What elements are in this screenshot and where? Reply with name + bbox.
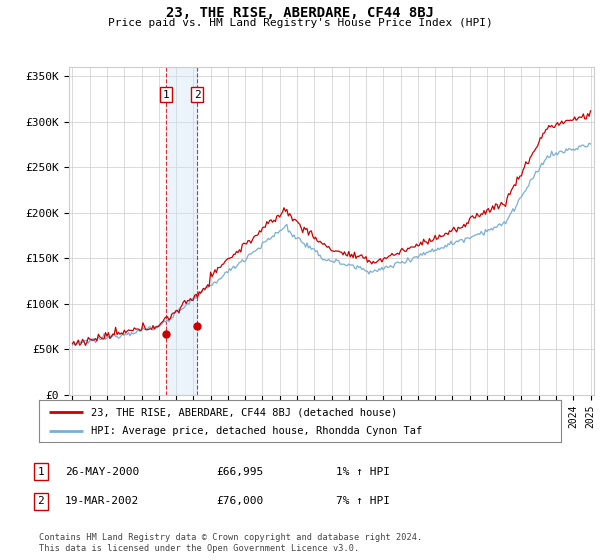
Text: Price paid vs. HM Land Registry's House Price Index (HPI): Price paid vs. HM Land Registry's House … (107, 18, 493, 28)
Text: £66,995: £66,995 (216, 466, 263, 477)
Text: HPI: Average price, detached house, Rhondda Cynon Taf: HPI: Average price, detached house, Rhon… (91, 426, 422, 436)
Text: 26-MAY-2000: 26-MAY-2000 (65, 466, 139, 477)
Text: 1: 1 (163, 90, 169, 100)
Bar (166, 67, 197, 395)
Text: 19-MAR-2002: 19-MAR-2002 (65, 496, 139, 506)
Text: 1% ↑ HPI: 1% ↑ HPI (336, 466, 390, 477)
Text: 23, THE RISE, ABERDARE, CF44 8BJ: 23, THE RISE, ABERDARE, CF44 8BJ (166, 6, 434, 20)
Text: £76,000: £76,000 (216, 496, 263, 506)
Text: Contains HM Land Registry data © Crown copyright and database right 2024.
This d: Contains HM Land Registry data © Crown c… (39, 533, 422, 553)
Text: 2: 2 (194, 90, 200, 100)
Text: 1: 1 (37, 466, 44, 477)
Text: 2: 2 (37, 496, 44, 506)
Text: 7% ↑ HPI: 7% ↑ HPI (336, 496, 390, 506)
Text: 23, THE RISE, ABERDARE, CF44 8BJ (detached house): 23, THE RISE, ABERDARE, CF44 8BJ (detach… (91, 407, 397, 417)
